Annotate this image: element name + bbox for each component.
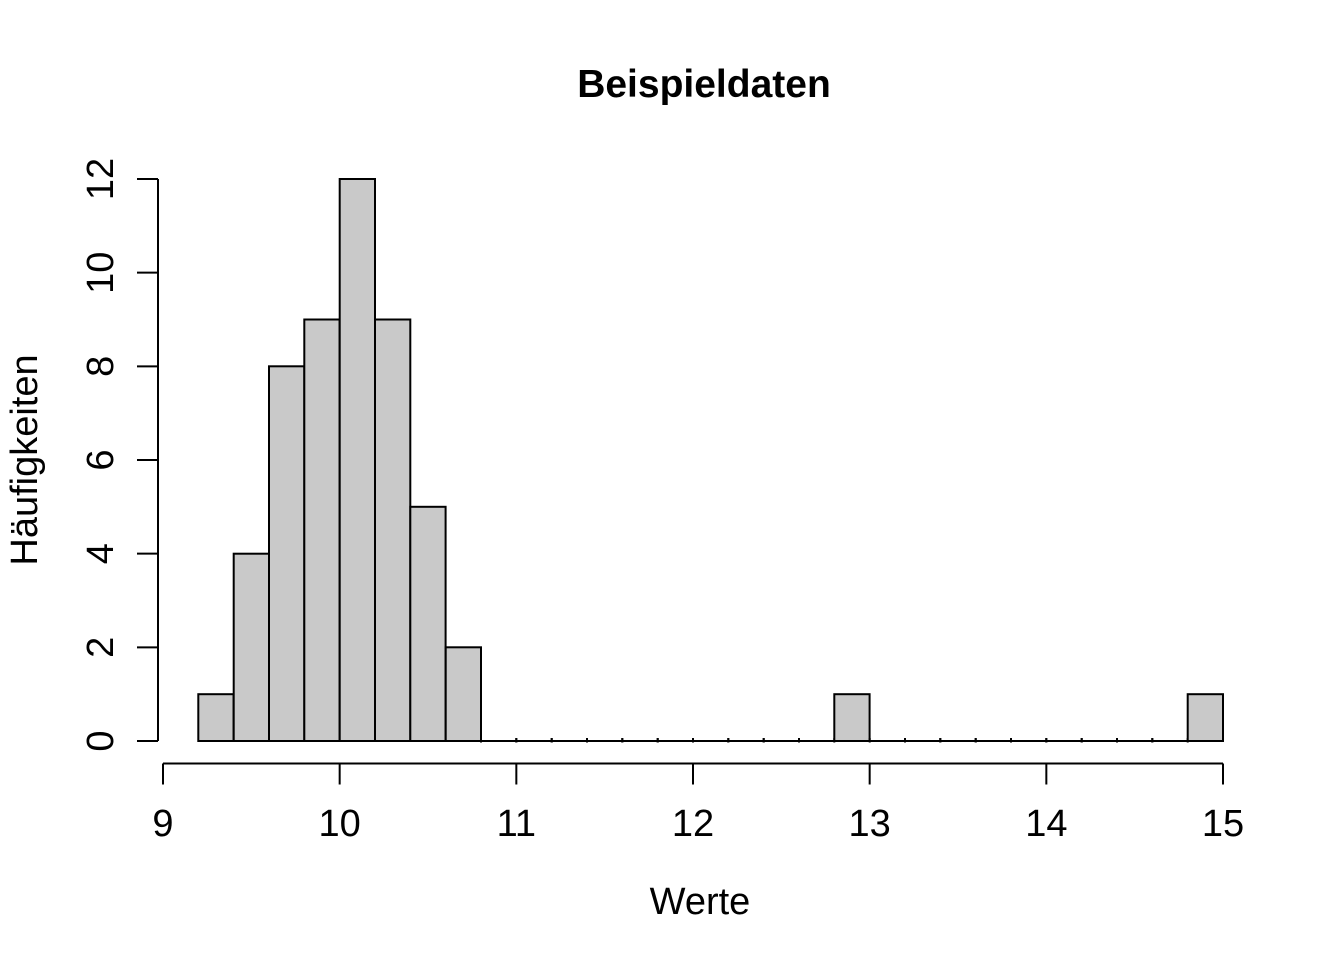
y-tick-label: 10 bbox=[80, 252, 122, 294]
histogram-bar bbox=[197, 693, 235, 743]
x-tick-label: 12 bbox=[672, 803, 714, 845]
histogram-bar bbox=[338, 178, 377, 742]
y-tick-label: 8 bbox=[80, 356, 122, 377]
histogram-bar bbox=[232, 552, 270, 743]
x-axis: 9 10 11 12 13 14 15 bbox=[152, 762, 1244, 845]
y-axis: 0 2 4 6 8 10 12 bbox=[80, 158, 159, 752]
y-tick-label: 2 bbox=[80, 637, 122, 658]
x-tick-label: 14 bbox=[1025, 803, 1067, 845]
y-tick-label: 12 bbox=[80, 158, 122, 200]
histogram-bar bbox=[409, 505, 447, 742]
histogram-bar bbox=[444, 646, 483, 742]
bars-group bbox=[197, 178, 1224, 743]
chart-title: Beispieldaten bbox=[577, 63, 831, 106]
x-axis-title: Werte bbox=[650, 881, 751, 923]
y-axis-title: Häufigkeiten bbox=[4, 354, 46, 565]
x-tick-label: 10 bbox=[319, 803, 361, 845]
x-tick-label: 9 bbox=[152, 803, 173, 845]
histogram-bar bbox=[1186, 693, 1224, 743]
x-tick-label: 13 bbox=[849, 803, 891, 845]
x-tick-label: 15 bbox=[1202, 803, 1244, 845]
histogram-bar bbox=[268, 365, 306, 742]
y-tick-label: 0 bbox=[80, 730, 122, 751]
histogram-bar bbox=[833, 693, 871, 743]
histogram-bar bbox=[303, 318, 341, 742]
y-tick-label: 4 bbox=[80, 543, 122, 564]
y-tick-label: 6 bbox=[80, 449, 122, 470]
histogram-bar bbox=[374, 318, 412, 742]
x-tick-label: 11 bbox=[497, 803, 536, 845]
